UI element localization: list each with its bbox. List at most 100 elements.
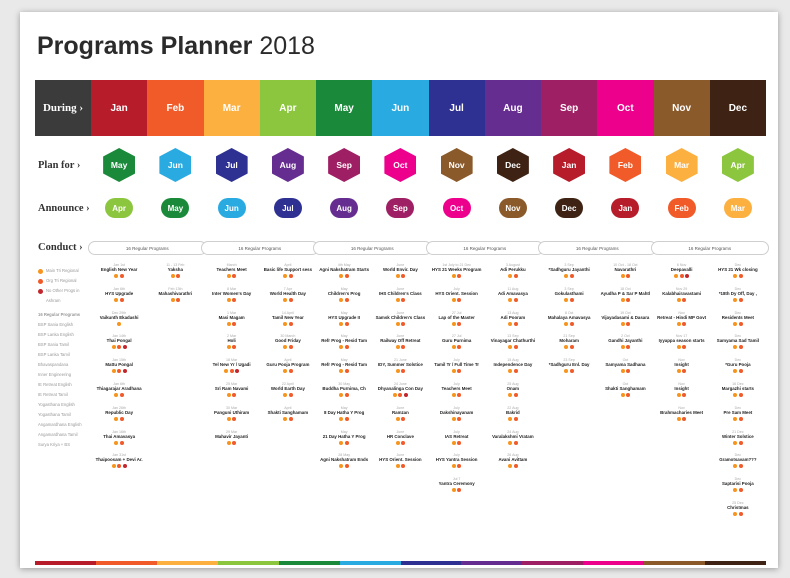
legend-marker: Ashram [38, 296, 98, 306]
event-name: HYS Orient. Session [379, 457, 422, 463]
event-date: Dec [734, 477, 742, 482]
event-marker-dot [122, 369, 127, 374]
event-name: Pre Sam Meet [723, 409, 753, 415]
event-marker-dot [122, 464, 127, 469]
event-name: World Earth Day [270, 385, 305, 391]
event-item: 21 June IDY, Summer Solstice [378, 358, 423, 382]
event-markers [114, 274, 124, 278]
event-markers [339, 440, 349, 445]
event-name: Shakti Sanghamam [605, 385, 646, 391]
announce-month-pill: Nov [498, 198, 527, 218]
legend-program: Surya Kriya + BS [38, 442, 71, 447]
announce-month-pill: Apr [105, 198, 134, 218]
event-marker-dot [451, 345, 456, 350]
event-item: Nov Brahmacharies Meet [660, 406, 703, 430]
event-item: April Shakti Sanghamam [268, 405, 308, 430]
event-name: Teachers Meet [441, 385, 472, 391]
event-markers [733, 345, 743, 350]
event-name: Railway Off Retreat [380, 338, 421, 344]
event-date: April [284, 405, 292, 410]
event-item: June HR Conclave [387, 430, 414, 454]
event-item: May 8 Day Hatha Y Prog [324, 406, 364, 430]
event-marker-dot [682, 392, 687, 397]
event-marker-dot [401, 345, 406, 350]
event-markers [508, 464, 518, 469]
event-name: Moharam [559, 338, 579, 344]
bottom-bar-segment [522, 561, 584, 565]
events-column-aug: 3 August Adi Perukku 11 Aug Adi Amavasya 13 … [485, 263, 541, 525]
during-month-aug: Aug [484, 80, 541, 136]
event-name: Saptarisi Pooja [722, 481, 754, 487]
events-column-jan: Jan 1st English New Year Jan 6th HYS Upgrad… [91, 263, 147, 525]
event-item: 3 August Adi Perukku [500, 263, 526, 287]
plan-month-hexagon: Mar [665, 148, 698, 182]
event-markers [111, 369, 127, 374]
event-marker-dot [508, 440, 513, 445]
event-item: Dec HYS 21 Wk closing [718, 263, 758, 287]
plan-cell: Feb [597, 148, 653, 182]
event-name: HYS Upgrade II [328, 314, 360, 320]
event-date: 3 Sep [564, 263, 574, 267]
event-marker-dot [738, 369, 743, 374]
event-markers [395, 440, 406, 445]
event-date: 10 Oct - 18 Oct [613, 263, 638, 267]
event-marker-dot [513, 321, 518, 326]
event-marker-dot [114, 392, 119, 397]
event-marker-dot [620, 369, 625, 374]
event-marker-dot [232, 440, 237, 445]
event-item: Feb 13th Mahashivarathri [159, 287, 192, 311]
event-date: 13 Aug [507, 310, 519, 315]
event-date: June [396, 453, 405, 458]
event-name: Insight [674, 362, 689, 368]
event-markers [114, 440, 124, 445]
event-name: 21 Day Hatha Y Prog [322, 433, 366, 439]
event-item: Jan 6th Thiagarajar Aradhana [97, 382, 142, 406]
events-grid: Jan 1st English New Year Jan 6th HYS Upgrad… [91, 263, 766, 525]
event-marker-dot [117, 369, 122, 374]
event-marker-dot [339, 416, 344, 421]
event-date: May [340, 334, 348, 339]
conduct-segment: 16 Regular Programs [650, 241, 769, 255]
event-marker-dot [451, 321, 456, 326]
event-marker-dot [733, 369, 738, 374]
legend-program: Yogasthana English [38, 402, 75, 407]
event-name: Good Friday [274, 338, 301, 344]
announce-cell: Sep [372, 198, 428, 218]
legend-dot [38, 288, 43, 294]
event-date: 2 Mar [227, 334, 237, 339]
event-name: Agni Nakshatram Starts [319, 267, 370, 272]
during-month-may: May [316, 80, 373, 136]
event-item: 11 - 13 Feb Yaksha [166, 263, 184, 287]
event-marker-dot [513, 274, 518, 278]
event-name: English New Year [100, 267, 138, 272]
event-date: 2 Oct [621, 334, 630, 339]
event-markers [733, 440, 743, 445]
event-name: Lap of the Master [438, 314, 475, 320]
event-name: Varalakshmi Vratam [492, 433, 534, 439]
event-name: *18th Dy Off, Day , [718, 290, 757, 296]
event-marker-dot [395, 416, 400, 421]
event-marker-dot [111, 345, 116, 350]
event-item: 19 Oct Vijayadasami & Dasara [601, 311, 649, 335]
event-item: 27 Jul Guru Purnima [442, 334, 471, 358]
event-marker-dot [344, 440, 349, 445]
announce-cell: Nov [485, 198, 541, 218]
event-marker-dot [339, 440, 344, 445]
event-marker-dot [620, 297, 625, 302]
event-marker-dot [738, 321, 743, 326]
event-marker-dot [283, 321, 288, 326]
event-date: 11 Aug [507, 286, 519, 291]
event-marker-dot [344, 321, 349, 326]
event-name: Ramzan [391, 409, 409, 415]
event-name: Samyama Sad Tamil [716, 338, 759, 344]
event-item: May Refr Prog - Resid Tam [321, 358, 367, 382]
plan-cell: Jul [204, 148, 260, 182]
event-marker-dot [738, 297, 743, 302]
event-marker-dot [626, 392, 631, 397]
event-name: Dakshinayanam [439, 409, 474, 415]
event-markers [451, 440, 462, 445]
event-marker-dot [235, 369, 240, 374]
announce-month-pill: Jul [273, 198, 302, 218]
event-marker-dot [398, 392, 403, 397]
event-markers [620, 274, 631, 278]
